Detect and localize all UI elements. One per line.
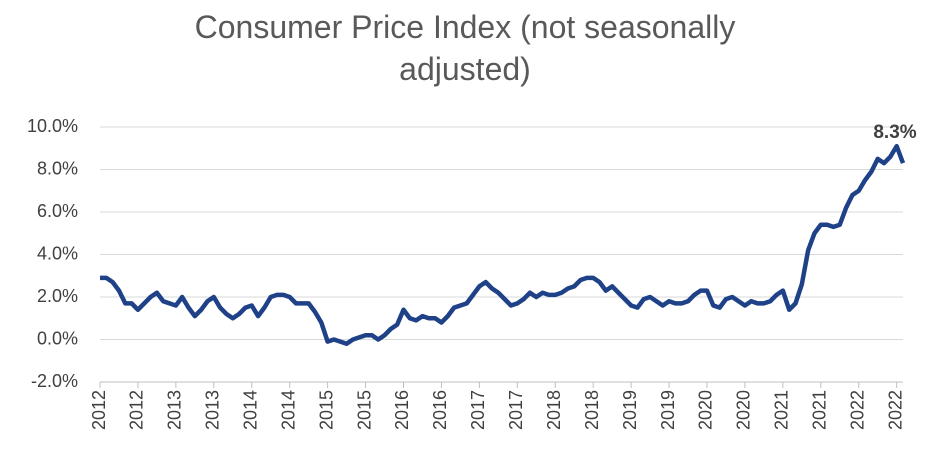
x-tick-label: 2021	[772, 390, 792, 430]
x-tick-label: 2017	[468, 390, 488, 430]
x-tick-label: 2015	[316, 390, 336, 430]
x-tick-label: 2012	[127, 390, 147, 430]
x-tick-label: 2014	[240, 390, 260, 430]
x-tick-label: 2017	[506, 390, 526, 430]
x-tick-label: 2021	[810, 390, 830, 430]
y-tick-label: 8.0%	[37, 158, 78, 178]
series-line	[100, 143, 906, 346]
x-tick-label: 2022	[885, 390, 905, 430]
x-tick-label: 2015	[354, 390, 374, 430]
x-tick-label: 2012	[89, 390, 109, 430]
y-tick-label: 4.0%	[37, 243, 78, 263]
x-tick-label: 2014	[278, 390, 298, 430]
x-tick-label: 2019	[620, 390, 640, 430]
x-tick-label: 2016	[430, 390, 450, 430]
y-tick-label: 0.0%	[37, 328, 78, 348]
x-tick-label: 2016	[392, 390, 412, 430]
y-tick-label: -2.0%	[31, 371, 78, 391]
x-tick-label: 2013	[203, 390, 223, 430]
chart-title: Consumer Price Index (not seasonally adj…	[194, 9, 736, 87]
y-tick-label: 6.0%	[37, 201, 78, 221]
x-tick-label: 2013	[165, 390, 185, 430]
x-tick-label: 2022	[847, 390, 867, 430]
x-tick-label: 2020	[696, 390, 716, 430]
data-label: 8.3%	[873, 122, 916, 143]
x-tick-label: 2020	[734, 390, 754, 430]
x-tick-label: 2018	[544, 390, 564, 430]
x-tick-label: 2019	[658, 390, 678, 430]
y-tick-label: 10.0%	[27, 116, 78, 136]
y-tick-label: 2.0%	[37, 286, 78, 306]
x-tick-label: 2018	[582, 390, 602, 430]
